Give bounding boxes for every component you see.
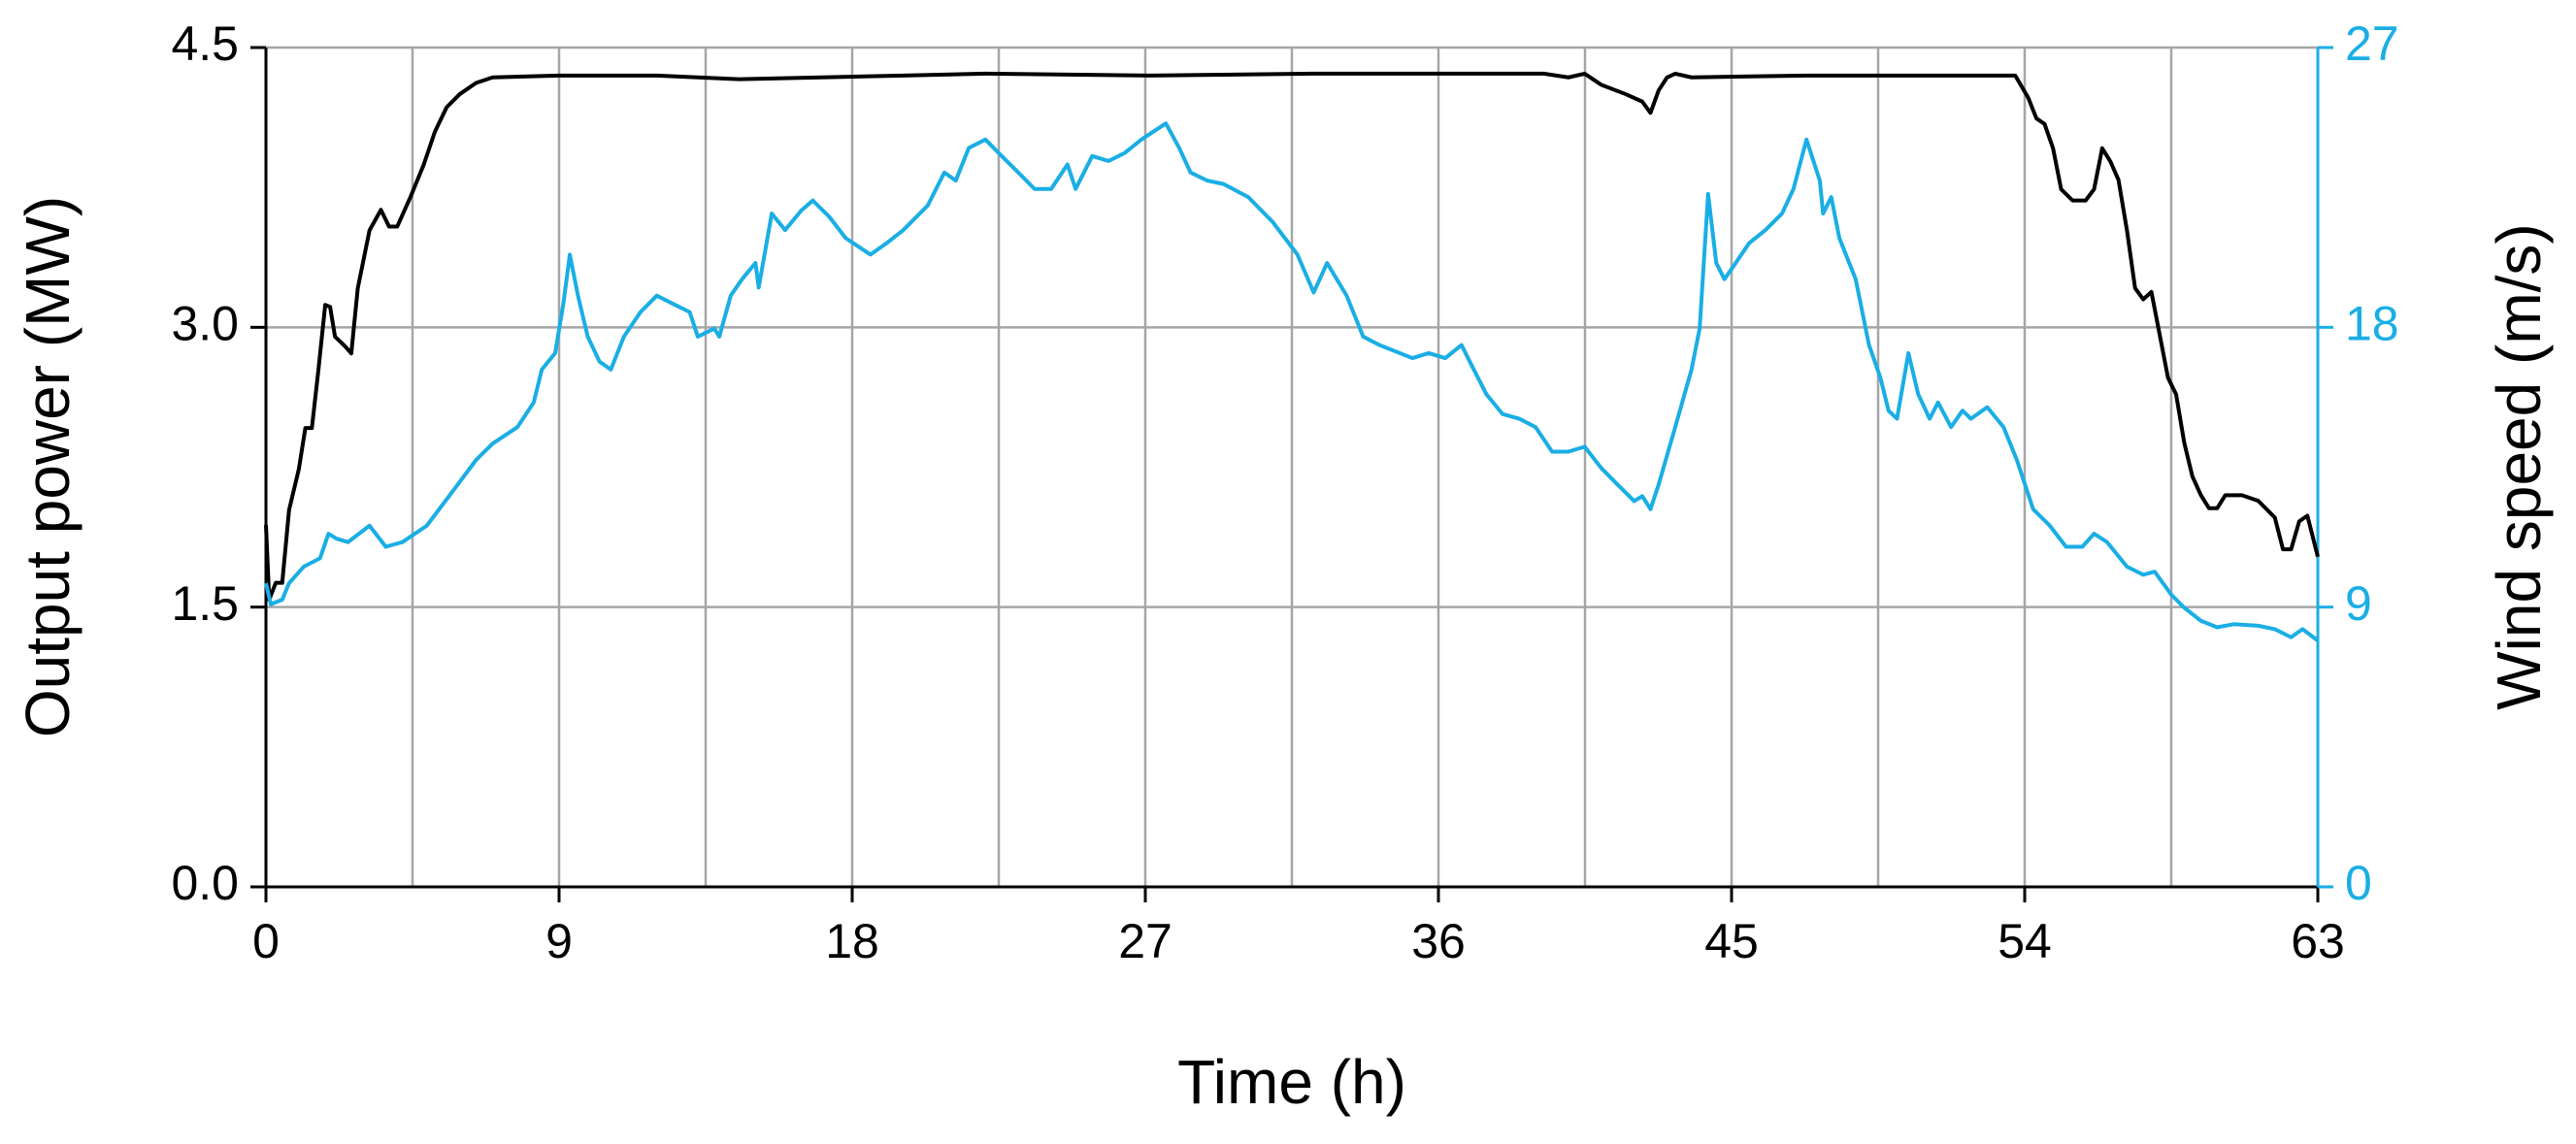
x-axis-title: Time (h) (1177, 1047, 1406, 1117)
y2-tick-label: 9 (2345, 576, 2372, 631)
x-tick-label: 54 (1998, 914, 2052, 968)
x-tick-label: 9 (545, 914, 573, 968)
x-tick-label: 18 (825, 914, 879, 968)
y2-tick-label: 27 (2345, 16, 2399, 71)
y-tick-label: 3.0 (171, 297, 239, 351)
x-tick-label: 63 (2291, 914, 2345, 968)
x-tick-label: 0 (252, 914, 280, 968)
y-axis-title: Output power (MW) (13, 196, 83, 737)
y-tick-label: 4.5 (171, 16, 239, 71)
y-tick-label: 1.5 (171, 576, 239, 631)
data-line (264, 71, 2320, 602)
x-tick-label: 36 (1411, 914, 1466, 968)
data-line (264, 121, 2320, 642)
y2-tick-label: 0 (2345, 856, 2372, 910)
x-tick-label: 45 (1704, 914, 1759, 968)
y-tick-label: 0.0 (171, 856, 239, 910)
y2-axis-title: Wind speed (m/s) (2484, 223, 2554, 709)
x-tick-label: 27 (1118, 914, 1172, 968)
y2-tick-label: 18 (2345, 297, 2399, 351)
